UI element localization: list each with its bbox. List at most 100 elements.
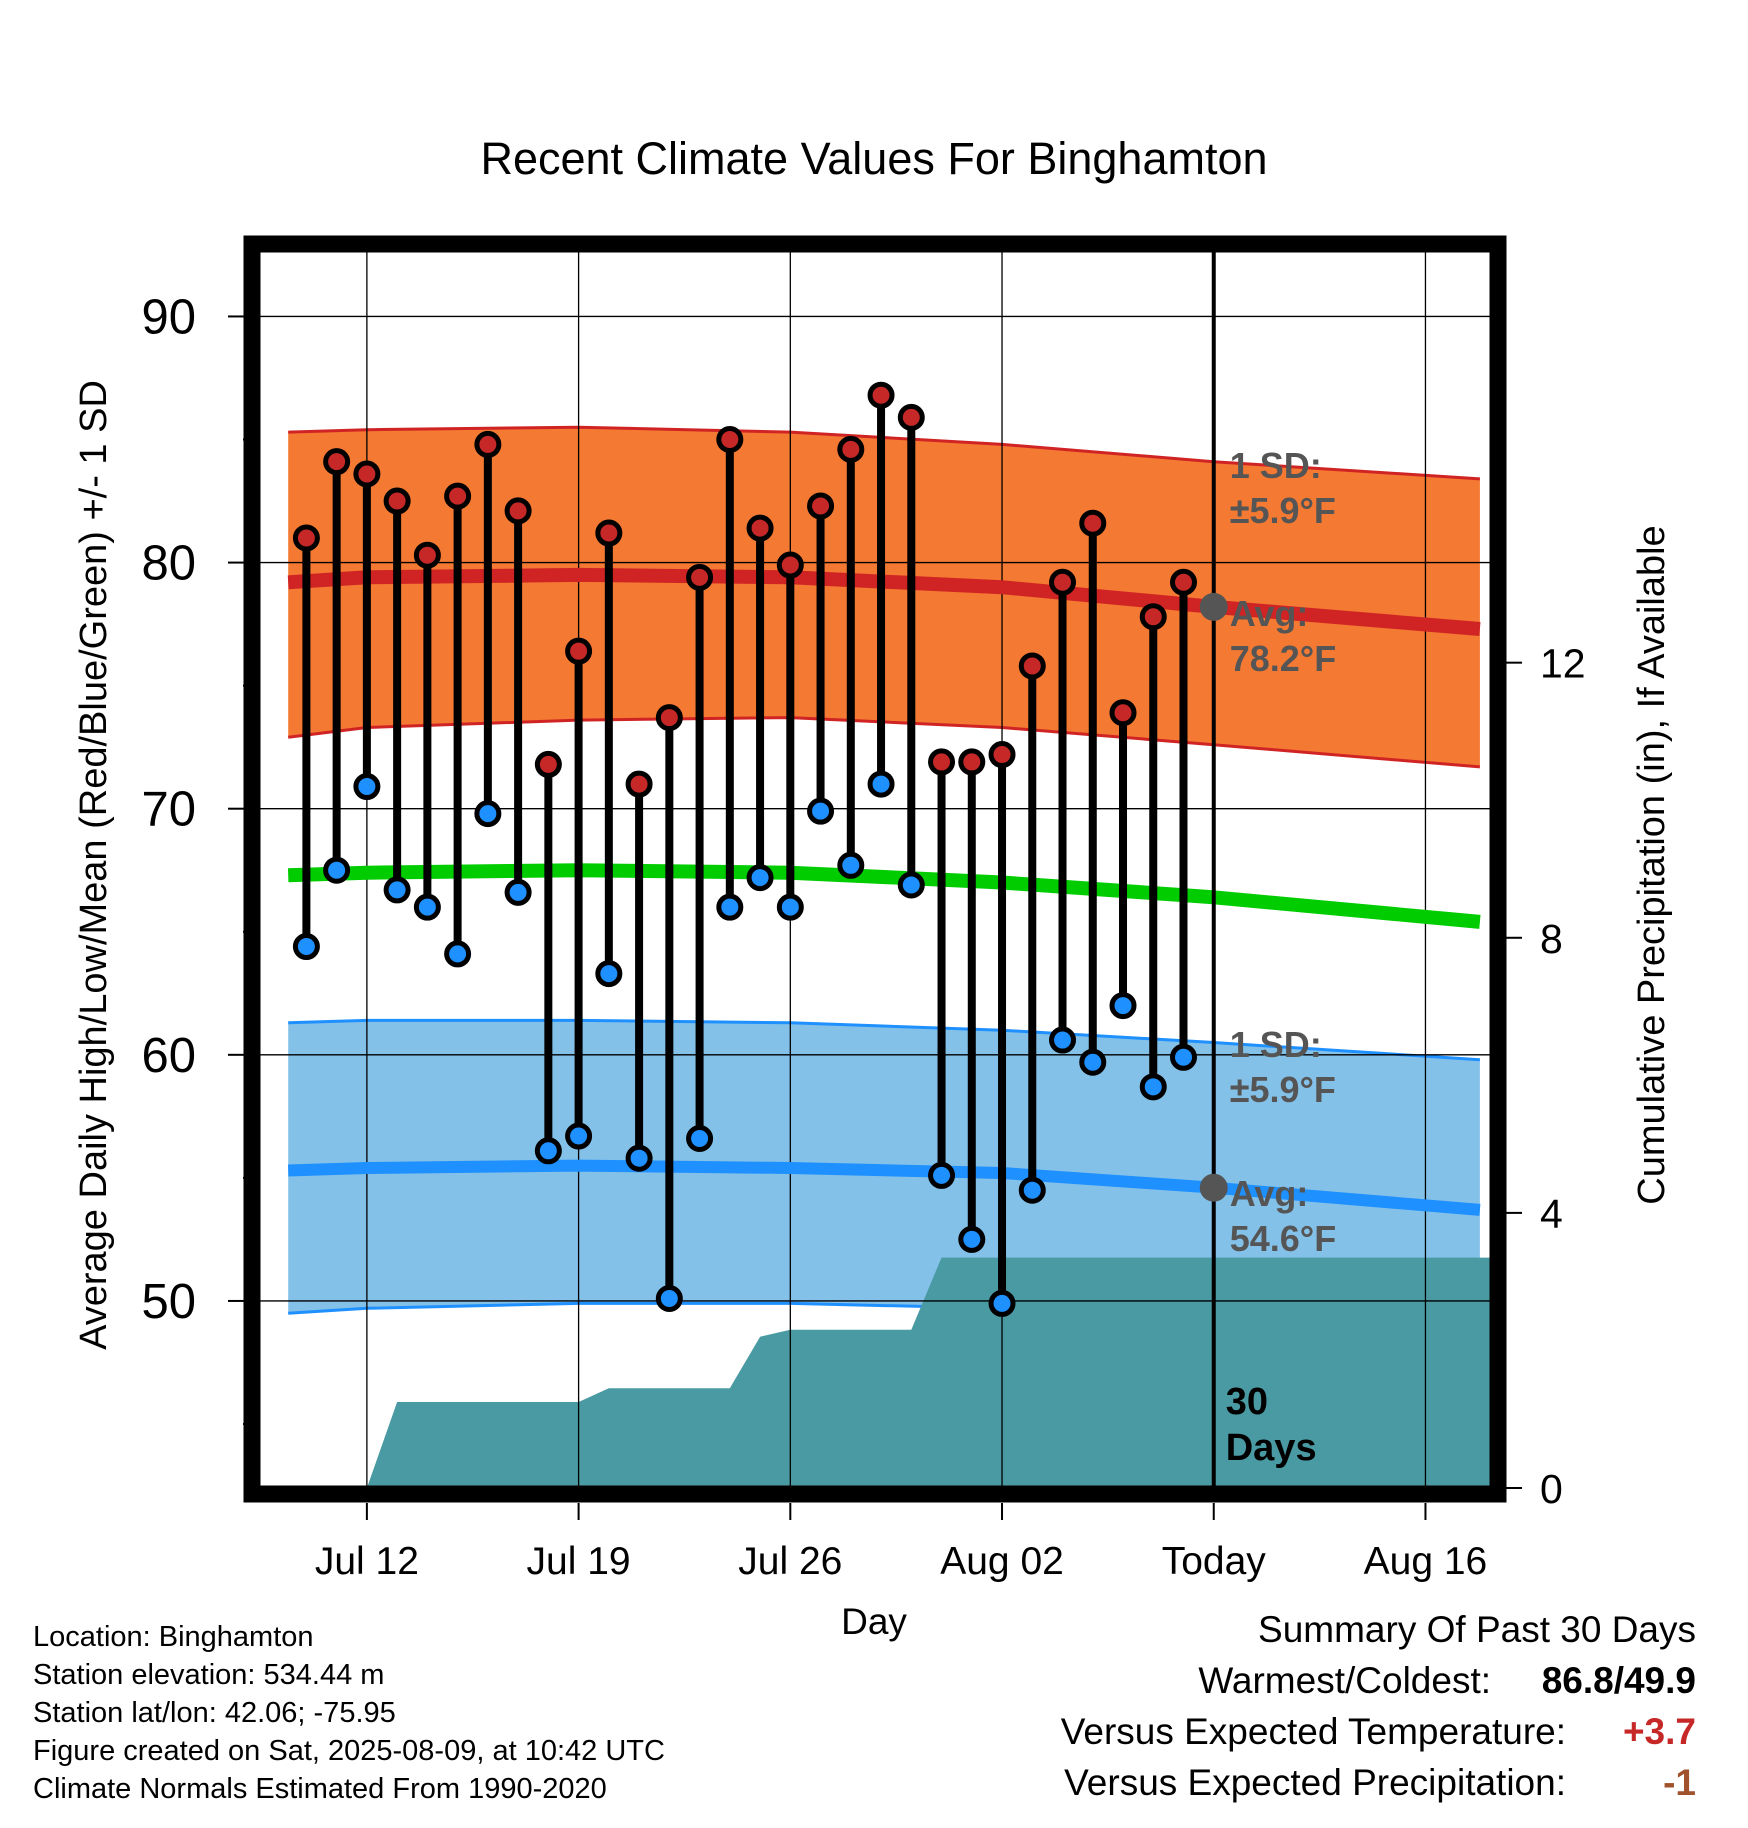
high-temp-point bbox=[958, 748, 986, 776]
high-temp-point bbox=[534, 750, 562, 778]
low-temp-point bbox=[565, 1122, 593, 1150]
high-temp-point bbox=[1170, 568, 1197, 596]
y2-tick-label: 12 bbox=[1540, 641, 1586, 687]
low-temp-point bbox=[897, 871, 925, 899]
high-temp-point bbox=[716, 426, 744, 454]
low-temp-point bbox=[323, 856, 351, 884]
high-temp-point bbox=[595, 519, 623, 547]
precip-area bbox=[366, 1257, 1492, 1488]
low-temp-point bbox=[988, 1289, 1016, 1317]
today-label: Days bbox=[1226, 1427, 1317, 1469]
plot-frame bbox=[243, 235, 1507, 1503]
y-tick-label: 60 bbox=[141, 1029, 196, 1083]
low-temp-point bbox=[353, 773, 381, 801]
x-axis-label: Day bbox=[841, 1601, 907, 1642]
high-temp-point bbox=[686, 563, 714, 591]
warm-cold-label: Warmest/Coldest: bbox=[1198, 1660, 1491, 1701]
high-temp-point bbox=[928, 748, 956, 776]
y-axis-label: Average Daily High/Low/Mean (Red/Blue/Gr… bbox=[73, 380, 115, 1350]
high-temp-point bbox=[655, 704, 683, 732]
plot-border bbox=[243, 235, 1507, 1503]
low-temp-point bbox=[867, 770, 895, 798]
x-tick-label: Jul 12 bbox=[315, 1540, 419, 1583]
high-avg-label: 78.2°F bbox=[1230, 638, 1336, 679]
high-temp-point bbox=[988, 741, 1016, 769]
low-temp-point bbox=[474, 800, 502, 828]
station-info: Location: Binghamton Station elevation: … bbox=[33, 1618, 665, 1808]
chart-title: Recent Climate Values For Binghamton bbox=[480, 133, 1267, 184]
high-temp-point bbox=[504, 497, 532, 525]
low-temp-point bbox=[1139, 1073, 1167, 1101]
x-tick-label: Aug 16 bbox=[1364, 1540, 1488, 1583]
high-temp-point bbox=[776, 551, 804, 579]
low-temp-point bbox=[807, 797, 835, 825]
warm-cold-row: Warmest/Coldest: 86.8/49.9 bbox=[1061, 1655, 1696, 1706]
precip-row: Versus Expected Precipitation: -1 bbox=[1061, 1757, 1696, 1808]
daily-markers bbox=[292, 381, 1197, 1317]
low-temp-point bbox=[1079, 1048, 1107, 1076]
low-temp-point bbox=[716, 893, 744, 921]
x-tick-label: Jul 19 bbox=[527, 1540, 631, 1583]
y-tick-label: 80 bbox=[141, 537, 196, 591]
precip-value: -1 bbox=[1663, 1762, 1696, 1803]
precipitation-area bbox=[366, 1257, 1492, 1488]
low-temp-point bbox=[444, 940, 472, 968]
temp-value: +3.7 bbox=[1622, 1711, 1696, 1752]
high-temp-point bbox=[1139, 603, 1167, 631]
warm-cold-value: 86.8/49.9 bbox=[1541, 1660, 1696, 1701]
high-temp-point bbox=[1109, 699, 1137, 727]
high-avg-label: Avg: bbox=[1230, 593, 1309, 634]
high-temp-point bbox=[383, 487, 411, 515]
low-temp-point bbox=[383, 876, 411, 904]
elevation-text: Station elevation: 534.44 m bbox=[33, 1659, 385, 1691]
latlon-text: Station lat/lon: 42.06; -75.95 bbox=[33, 1697, 396, 1729]
high-temp-point bbox=[1079, 509, 1107, 537]
low-temp-point bbox=[776, 893, 804, 921]
y2-tick-label: 0 bbox=[1540, 1466, 1563, 1512]
x-tick-label: Today bbox=[1162, 1540, 1267, 1583]
avg-mean-line bbox=[287, 863, 1481, 929]
low-temp-point bbox=[928, 1161, 956, 1189]
low-temp-point bbox=[686, 1125, 714, 1153]
high-temp-point bbox=[292, 524, 320, 552]
low-temp-point bbox=[534, 1137, 562, 1165]
low-sd-label: ±5.9°F bbox=[1230, 1069, 1336, 1110]
created-text: Figure created on Sat, 2025-08-09, at 10… bbox=[33, 1735, 665, 1767]
y2-axis-label: Cumulative Precipitation (in), If Availa… bbox=[1631, 525, 1673, 1204]
low-temp-point bbox=[746, 864, 774, 892]
high-temp-point bbox=[353, 460, 381, 488]
low-temp-point bbox=[625, 1144, 653, 1172]
high-temp-point bbox=[746, 514, 774, 542]
summary-title: Summary Of Past 30 Days bbox=[1258, 1609, 1696, 1650]
high-temp-point bbox=[444, 482, 472, 510]
today-label: 30 bbox=[1226, 1381, 1268, 1423]
y-tick-label: 90 bbox=[141, 290, 196, 344]
high-temp-point bbox=[474, 430, 502, 458]
axes: 50 60 70 80 90 0 4 8 12 Jul 12 Jul 19 Jul 26 Aug 02 T… bbox=[141, 290, 1585, 1583]
low-temp-point bbox=[1018, 1176, 1046, 1204]
low-temp-point bbox=[958, 1225, 986, 1253]
x-tick-label: Jul 26 bbox=[738, 1540, 842, 1583]
daily-range-stems bbox=[302, 395, 1188, 1304]
high-temp-point bbox=[1049, 568, 1077, 596]
low-temp-point bbox=[1170, 1043, 1197, 1071]
high-temp-point bbox=[837, 435, 865, 463]
y2-tick-label: 4 bbox=[1540, 1191, 1563, 1237]
high-temp-point bbox=[625, 770, 653, 798]
high-temp-point bbox=[867, 381, 895, 409]
location-text: Location: Binghamton bbox=[33, 1621, 314, 1653]
high-temp-point bbox=[323, 448, 351, 476]
low-temp-point bbox=[413, 893, 441, 921]
low-temp-point bbox=[292, 933, 320, 961]
low-temp-point bbox=[504, 878, 532, 906]
high-sd-label: ±5.9°F bbox=[1230, 490, 1336, 531]
high-avg-dot bbox=[1199, 592, 1228, 621]
low-temp-point bbox=[595, 960, 623, 988]
normals-text: Climate Normals Estimated From 1990-2020 bbox=[33, 1773, 607, 1805]
precip-label: Versus Expected Precipitation: bbox=[1064, 1762, 1566, 1803]
low-avg-label: 54.6°F bbox=[1230, 1218, 1336, 1259]
low-sd-label: 1 SD: bbox=[1230, 1024, 1322, 1065]
low-temp-point bbox=[1049, 1026, 1077, 1054]
